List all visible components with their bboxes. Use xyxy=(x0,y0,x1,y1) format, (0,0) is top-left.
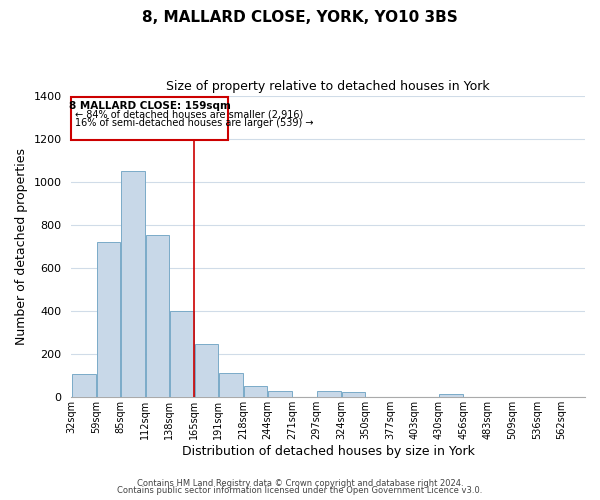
Text: 16% of semi-detached houses are larger (539) →: 16% of semi-detached houses are larger (… xyxy=(75,118,314,128)
Text: Contains public sector information licensed under the Open Government Licence v3: Contains public sector information licen… xyxy=(118,486,482,495)
Title: Size of property relative to detached houses in York: Size of property relative to detached ho… xyxy=(166,80,490,93)
Y-axis label: Number of detached properties: Number of detached properties xyxy=(15,148,28,344)
Bar xyxy=(121,171,145,397)
Text: ← 84% of detached houses are smaller (2,916): ← 84% of detached houses are smaller (2,… xyxy=(75,110,304,120)
Bar xyxy=(97,242,120,397)
Bar xyxy=(170,310,194,397)
Bar xyxy=(194,344,218,397)
Bar xyxy=(146,236,169,397)
FancyBboxPatch shape xyxy=(71,96,229,140)
Bar xyxy=(72,374,96,397)
Bar xyxy=(268,391,292,397)
Bar xyxy=(218,373,243,397)
Text: 8 MALLARD CLOSE: 159sqm: 8 MALLARD CLOSE: 159sqm xyxy=(69,102,231,112)
Bar xyxy=(439,394,463,397)
Text: 8, MALLARD CLOSE, YORK, YO10 3BS: 8, MALLARD CLOSE, YORK, YO10 3BS xyxy=(142,10,458,25)
X-axis label: Distribution of detached houses by size in York: Distribution of detached houses by size … xyxy=(182,444,475,458)
Bar xyxy=(317,392,341,397)
Bar xyxy=(244,386,267,397)
Bar xyxy=(341,392,365,397)
Text: Contains HM Land Registry data © Crown copyright and database right 2024.: Contains HM Land Registry data © Crown c… xyxy=(137,478,463,488)
